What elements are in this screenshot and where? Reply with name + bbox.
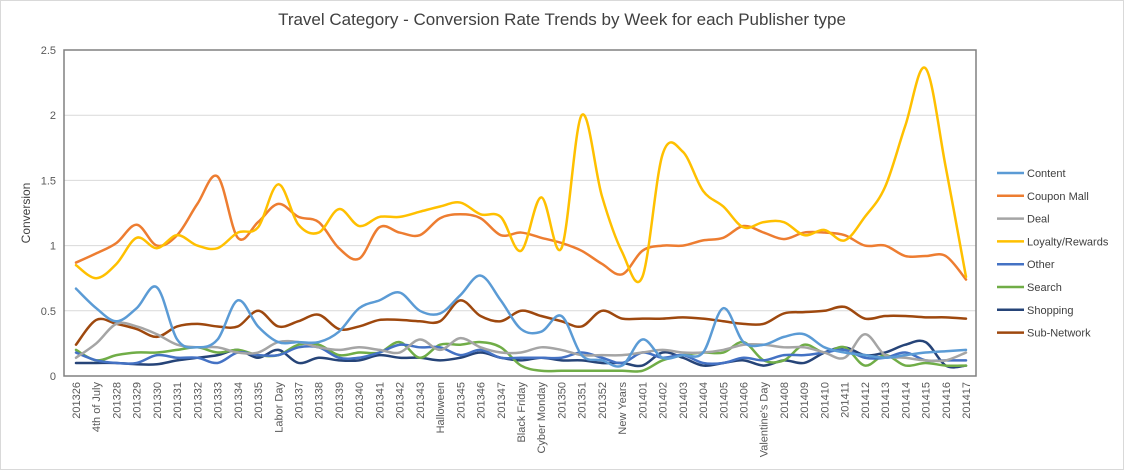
legend-label: Shopping [1027,305,1074,317]
x-tick-label: 201331 [172,382,184,419]
y-tick-label: 2.5 [41,45,56,57]
x-tick-label: 201411 [840,382,852,418]
plot-area-border [63,49,977,377]
x-tick-label: 201343 [415,382,427,419]
x-tick-label: Valentine's Day [759,382,771,458]
x-tick-label: 201417 [961,382,973,419]
x-axis-ticks: 201326 4th of July 201328 201329 201330 20133… [71,382,973,458]
x-tick-label: 201410 [819,382,831,419]
legend-label: Deal [1027,214,1050,226]
legend-label: Coupon Mall [1027,191,1089,203]
x-tick-label: 201414 [900,382,912,419]
y-axis-label: Conversion [19,183,33,244]
legend-label: Search [1027,282,1062,294]
legend: Content Coupon Mall Deal Loyalty/Rewards Oth… [997,168,1109,340]
x-tick-label: 201408 [779,382,791,419]
x-tick-label: 201404 [698,382,710,419]
legend-item-loyalty-rewards: Loyalty/Rewards [997,236,1109,248]
legend-item-deal: Deal [997,214,1050,226]
x-tick-label: 201342 [395,382,407,419]
legend-label: Other [1027,259,1055,271]
x-tick-label: 201332 [192,382,204,419]
x-tick-label: 201341 [374,382,386,419]
x-tick-label: 201405 [718,382,730,419]
x-tick-label: 201326 [71,382,83,419]
x-tick-label: 201333 [213,382,225,419]
series-line-content [74,274,968,368]
x-tick-label: 201346 [476,382,488,419]
x-tick-label: 4th of July [91,382,103,433]
x-tick-label: 201347 [496,382,508,419]
y-tick-label: 1 [50,241,56,253]
x-tick-label: 201402 [658,382,670,419]
legend-item-content: Content [997,168,1066,180]
series-lines [74,66,968,373]
x-tick-label: 201334 [233,382,245,419]
x-tick-label: 201337 [294,382,306,419]
x-tick-label: 201330 [152,382,164,419]
legend-item-coupon-mall: Coupon Mall [997,191,1089,203]
series-line-deal [74,321,968,363]
x-tick-label: 201415 [921,382,933,419]
legend-item-shopping: Shopping [997,305,1074,317]
y-tick-label: 0.5 [41,306,56,318]
x-tick-label: 201403 [678,382,690,419]
x-tick-label: Labor Day [273,382,285,433]
series-line-other [74,343,968,366]
x-tick-label: 201329 [132,382,144,419]
series-line-shopping [74,339,968,369]
series-line-coupon-mall [74,174,968,281]
legend-label: Sub-Network [1027,328,1091,340]
x-tick-label: 201413 [880,382,892,419]
x-tick-label: 201338 [314,382,326,419]
y-tick-label: 2 [50,110,56,122]
x-tick-label: 201340 [354,382,366,419]
x-tick-label: New Years [617,382,629,435]
x-tick-label: Black Friday [516,382,528,443]
x-tick-label: 201350 [556,382,568,419]
y-axis-ticks: 0 0.5 1 1.5 2 2.5 [41,45,56,383]
x-tick-label: 201412 [860,382,872,419]
x-tick-label: 201335 [253,382,265,419]
legend-label: Loyalty/Rewards [1027,236,1109,248]
x-tick-label: Cyber Monday [536,382,548,454]
legend-item-other: Other [997,259,1055,271]
legend-label: Content [1027,168,1066,180]
x-tick-label: 201401 [637,382,649,419]
legend-item-search: Search [997,282,1062,294]
x-tick-label: 201328 [111,382,123,419]
x-tick-label: 201416 [941,382,953,419]
x-tick-label: Halloween [435,382,447,433]
x-tick-label: 201406 [739,382,751,419]
series-line-sub-network [74,299,968,346]
legend-item-sub-network: Sub-Network [997,328,1091,340]
series-line-loyalty-rewards [74,66,968,284]
y-tick-label: 1.5 [41,175,56,187]
x-tick-label: 201351 [577,382,589,419]
x-tick-label: 201352 [597,382,609,419]
x-tick-label: 201409 [799,382,811,419]
x-tick-label: 201339 [334,382,346,419]
y-tick-label: 0 [50,371,56,383]
chart-title: Travel Category - Conversion Rate Trends… [278,10,846,29]
x-tick-label: 201345 [455,382,467,419]
